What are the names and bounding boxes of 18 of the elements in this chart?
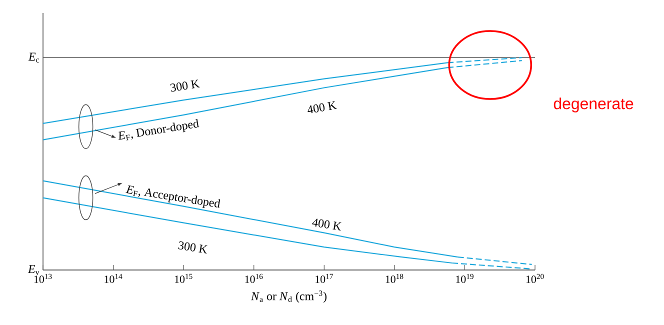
annotation: 300 K (170, 80, 200, 92)
x-tick-label: 10$^{18}$ (386, 274, 404, 284)
x-tick-label: 10$^{15}$ (174, 274, 192, 283)
x-tick-label: 10$^{17}$ (316, 274, 333, 283)
ref-line-label: E$_{v}$ (28, 265, 40, 275)
x-tick-label: 10$^{14}$ (104, 274, 122, 283)
text: degenerate (554, 98, 634, 112)
annotation: E$_{F}$, Acceptor-doped (126, 185, 220, 208)
x-tick-label: 10$^{19}$ (456, 274, 474, 283)
annotation: 400 K (308, 101, 337, 114)
x-tick-label: 10$^{13}$ (34, 274, 52, 283)
annotation: 300 K (178, 241, 208, 254)
x-axis-title: N$_{a}$ or N$_{d}$ (cm$^{−3}$) (250, 290, 327, 303)
ref-line-label: E$_{c}$ (28, 52, 40, 62)
x-tick-label: 10$^{20}$ (526, 274, 544, 284)
annotation: E$_{F}$, Donor-doped (118, 118, 200, 140)
annotation: 400 K (312, 218, 342, 230)
x-tick-label: 10$^{16}$ (245, 274, 263, 283)
